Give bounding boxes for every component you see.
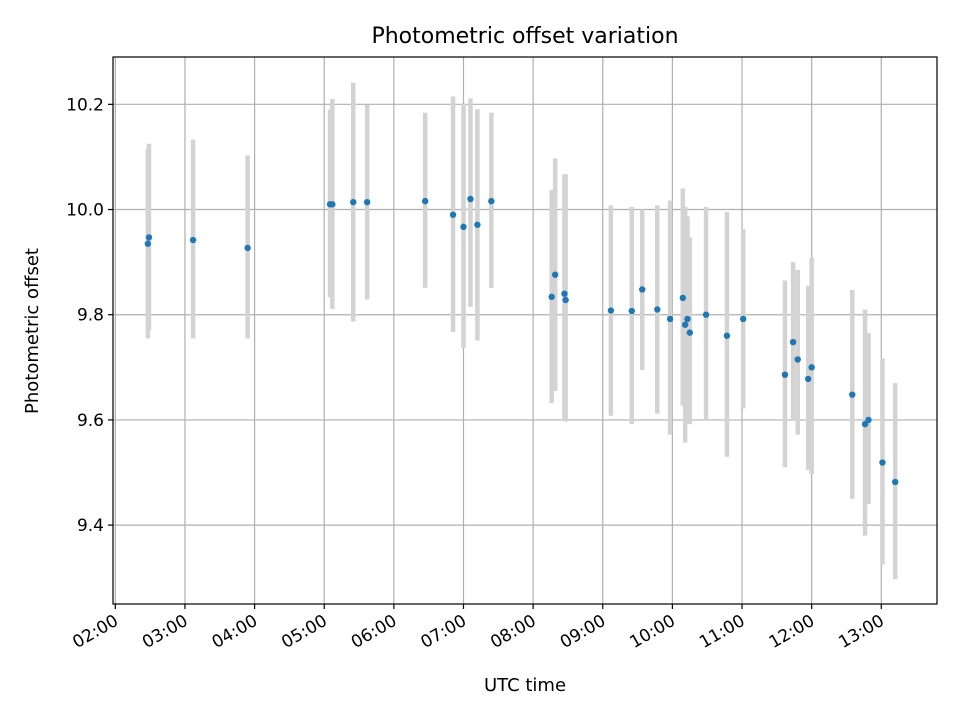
data-point (865, 416, 872, 424)
point-layer (144, 195, 899, 486)
data-point (781, 371, 789, 378)
data-point (702, 311, 710, 318)
data-point (551, 271, 559, 278)
data-point (244, 244, 251, 252)
data-point (739, 315, 747, 323)
data-point (789, 338, 797, 346)
data-point (654, 306, 661, 313)
data-point (329, 201, 336, 208)
y-tick-label: 9.6 (77, 411, 104, 431)
data-point (849, 391, 856, 398)
data-point (607, 307, 615, 314)
chart-title: Photometric offset variation (371, 24, 678, 49)
data-point (861, 420, 869, 428)
y-tick-label: 9.4 (77, 516, 104, 536)
y-tick-label: 9.8 (77, 306, 104, 326)
data-point (548, 293, 555, 301)
data-point (144, 240, 152, 247)
data-point (684, 315, 691, 323)
data-point (666, 315, 674, 323)
y-tick-label: 10.2 (66, 95, 104, 115)
data-point (467, 195, 474, 203)
y-axis: 9.4 9.6 9.8 10.0 10.2 (66, 95, 113, 536)
data-point (681, 321, 689, 328)
data-point (794, 356, 801, 363)
data-point (723, 332, 731, 339)
data-point (808, 364, 815, 371)
data-point (686, 329, 693, 336)
data-point (562, 296, 569, 304)
plot-frame (112, 56, 938, 605)
x-axis-label: UTC time (484, 675, 566, 696)
data-point (449, 211, 457, 218)
data-point (561, 290, 568, 297)
data-point (679, 294, 687, 302)
data-point (421, 197, 429, 205)
data-point (879, 459, 886, 466)
data-point (804, 375, 812, 383)
data-point (628, 307, 635, 315)
data-point (145, 234, 153, 241)
data-point (460, 223, 467, 231)
data-point (892, 478, 899, 486)
data-point (474, 221, 481, 228)
data-point (363, 198, 371, 206)
y-axis-label: Photometric offset (22, 248, 43, 414)
data-point (639, 286, 646, 293)
data-point (350, 198, 357, 206)
y-tick-label: 10.0 (66, 201, 104, 221)
data-point (488, 197, 495, 205)
data-point (189, 236, 197, 244)
